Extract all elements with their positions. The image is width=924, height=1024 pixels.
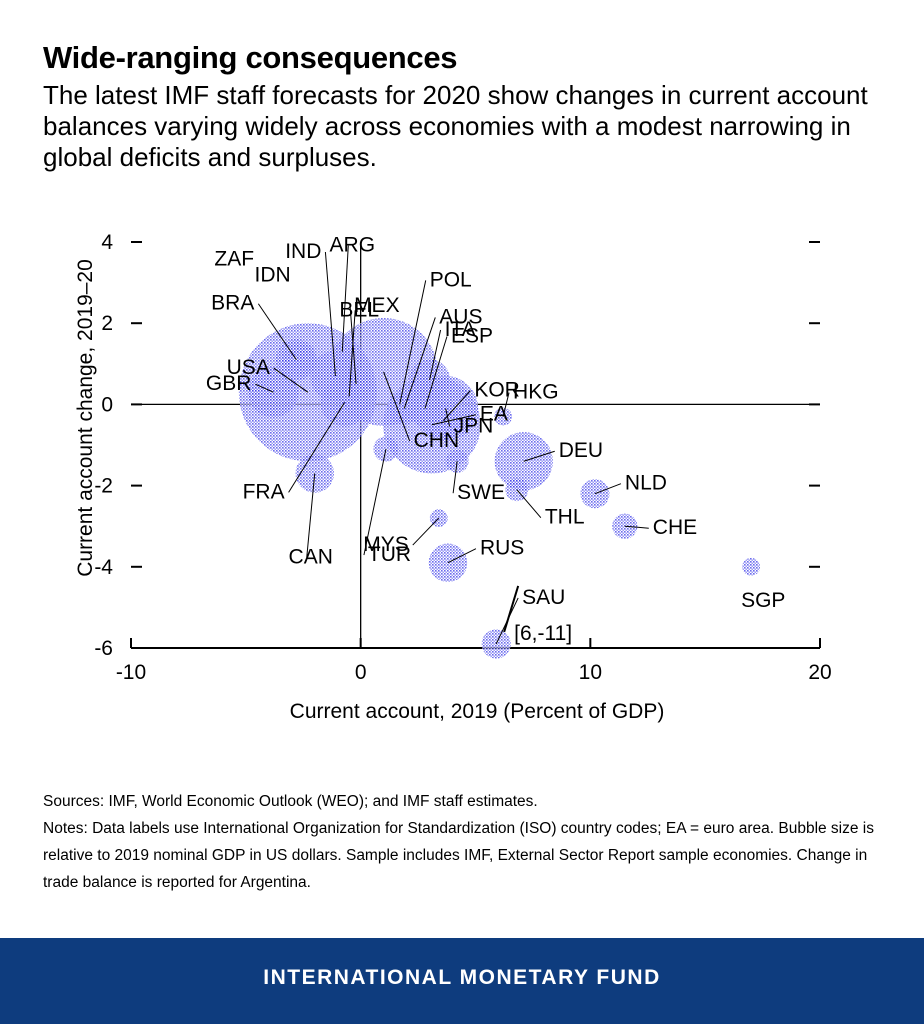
- point-label-sau: SAU: [522, 586, 565, 609]
- point-label-che: CHE: [653, 516, 697, 539]
- leader-line-deu: [523, 450, 555, 462]
- leader-line-usa: [273, 367, 309, 393]
- bubble-sau: [481, 629, 511, 659]
- point-label-pol: POL: [430, 268, 472, 291]
- leader-line-gbr: [255, 383, 274, 393]
- leader-line-arg: [341, 245, 349, 352]
- leader-line-jpn: [445, 408, 451, 427]
- point-label-jpn: JPN: [454, 414, 494, 437]
- x-tick-label: -10: [116, 661, 146, 684]
- annotation-text: [6,-11]: [514, 622, 572, 645]
- point-label-esp: ESP: [451, 324, 493, 347]
- leader-line-bel: [348, 310, 356, 397]
- point-label-rus: RUS: [480, 537, 524, 560]
- point-label-chn: CHN: [414, 429, 460, 452]
- notes-text: Notes: Data labels use International Org…: [43, 820, 874, 891]
- footer-org-name: INTERNATIONAL MONETARY FUND: [263, 966, 661, 989]
- notes-block: Sources: IMF, World Economic Outlook (WE…: [43, 788, 893, 896]
- leader-line-nld: [594, 483, 622, 495]
- x-tick-label: 10: [579, 661, 602, 684]
- leader-line-aus: [403, 317, 436, 409]
- leader-line-thl: [516, 489, 542, 518]
- point-label-ind: IND: [285, 240, 321, 263]
- leader-line-mys: [412, 517, 440, 546]
- point-label-aus: AUS: [439, 305, 482, 328]
- x-tick-label: 20: [808, 661, 831, 684]
- leader-line-bra: [257, 303, 297, 361]
- leader-line-swe: [452, 461, 458, 494]
- y-tick-label: 2: [101, 312, 113, 335]
- point-label-idn: IDN: [254, 264, 290, 287]
- x-tick-label: 0: [355, 661, 367, 684]
- point-label-bel: BEL: [339, 298, 379, 321]
- point-label-ita: ITA: [445, 318, 476, 341]
- footer-bar: INTERNATIONAL MONETARY FUND: [0, 938, 924, 1024]
- x-axis-label: Current account, 2019 (Percent of GDP): [290, 700, 665, 723]
- point-label-tur: TUR: [368, 543, 411, 566]
- point-label-bra: BRA: [211, 292, 254, 315]
- point-label-swe: SWE: [457, 481, 505, 504]
- point-label-nld: NLD: [625, 472, 667, 495]
- point-label-sgp: SGP: [741, 589, 785, 612]
- leader-line-mex: [349, 306, 357, 385]
- y-tick-label: -4: [94, 556, 113, 579]
- point-label-deu: DEU: [559, 439, 603, 462]
- leader-line-can: [306, 473, 316, 558]
- leader-line-ind: [324, 251, 336, 377]
- leader-line-rus: [447, 548, 477, 564]
- point-label-arg: ARG: [330, 234, 376, 257]
- bubble-sgp: [742, 557, 761, 576]
- point-label-kor: KOR: [474, 379, 520, 402]
- annotation-arrow: [503, 585, 520, 633]
- chart-subtitle: The latest IMF staff forecasts for 2020 …: [43, 80, 868, 172]
- point-label-can: CAN: [289, 545, 333, 568]
- leader-line-tur: [363, 448, 387, 556]
- sources-text: Sources: IMF, World Economic Outlook (WE…: [43, 793, 538, 810]
- point-label-fra: FRA: [243, 480, 285, 503]
- chart-title: Wide-ranging consequences: [43, 40, 458, 75]
- leader-line-pol: [399, 280, 427, 405]
- leader-line-fra: [288, 402, 346, 493]
- point-label-mex: MEX: [354, 294, 400, 317]
- y-tick-label: 0: [101, 393, 113, 416]
- y-tick-label: 4: [101, 231, 113, 254]
- leader-line-ita: [429, 329, 442, 381]
- leader-line-chn: [383, 371, 411, 442]
- y-tick-label: -6: [94, 637, 113, 660]
- point-label-usa: USA: [227, 356, 270, 379]
- leader-line-ea: [431, 414, 476, 426]
- leader-line-kor: [442, 390, 471, 421]
- point-label-zaf: ZAF: [214, 248, 254, 271]
- y-tick-label: -2: [94, 475, 113, 498]
- leader-line-che: [624, 525, 649, 529]
- leader-line-hkg: [502, 392, 510, 417]
- point-label-ea: EA: [480, 403, 508, 426]
- y-axis-label: Current account change, 2019–20: [74, 259, 97, 577]
- point-label-hkg: HKG: [513, 381, 559, 404]
- point-label-gbr: GBR: [206, 372, 252, 395]
- leader-line-esp: [424, 336, 448, 409]
- bubble-can: [295, 454, 334, 493]
- point-label-thl: THL: [545, 506, 585, 529]
- point-label-mys: MYS: [363, 533, 409, 556]
